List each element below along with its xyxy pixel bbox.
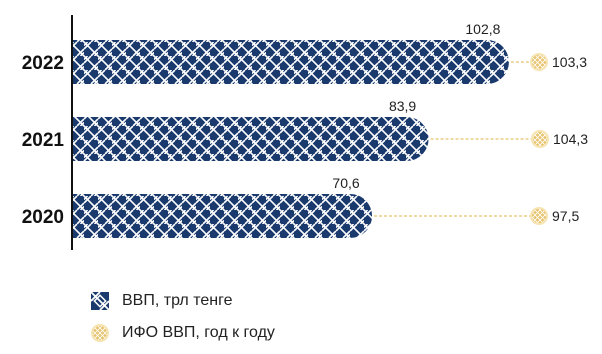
category-label-2021: 2021 [22, 130, 65, 151]
legend-label-ifo: ИФО ВВП, год к году [122, 324, 275, 341]
bar-gdp-2021 [72, 117, 429, 161]
labels-layer: 2022 102,8 103,3 2021 83,9 104,3 2020 70,6 97,5 [22, 21, 589, 228]
legend-item-gdp: ВВП, трл тенге [90, 290, 232, 312]
bar-gdp-2020 [72, 194, 373, 238]
value-label-gdp-2021: 83,9 [389, 98, 416, 114]
value-label-ifo-2020: 97,5 [552, 208, 579, 224]
category-label-2022: 2022 [22, 53, 64, 74]
marker-ifo-inner-2020 [532, 209, 546, 223]
marker-ifo-inner-2022 [532, 55, 546, 69]
bars-layer [72, 40, 549, 238]
value-label-gdp-2020: 70,6 [332, 175, 359, 191]
woven-circle-icon [91, 324, 109, 342]
marker-ifo-inner-2021 [533, 132, 547, 146]
legend-item-ifo: ИФО ВВП, год к году [90, 322, 275, 344]
category-label-2020: 2020 [22, 207, 64, 228]
legend-label-gdp: ВВП, трл тенге [122, 292, 233, 309]
bar-gdp-2022 [72, 40, 509, 84]
value-label-ifo-2022: 103,3 [552, 54, 587, 70]
woven-pattern-square-icon [90, 291, 110, 311]
value-label-gdp-2022: 102,8 [465, 21, 500, 37]
value-label-ifo-2021: 104,3 [553, 131, 588, 147]
